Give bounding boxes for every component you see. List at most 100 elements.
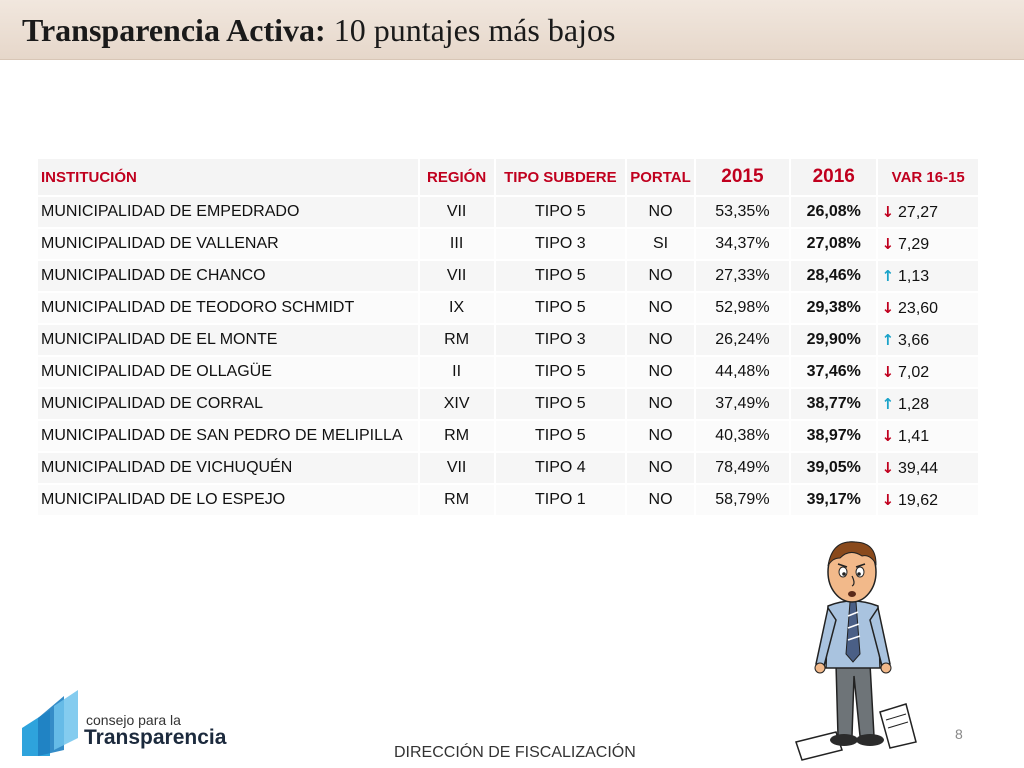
table-row: MUNICIPALIDAD DE CORRAL XIV TIPO 5 NO 37,49%… [38,389,978,419]
cell-institucion: MUNICIPALIDAD DE OLLAGÜE [38,357,418,387]
cell-tipo-subdere: TIPO 3 [495,325,626,355]
cell-var: ↓ 23,60 [878,293,978,323]
arrow-down-icon: ↓ [881,298,895,317]
cell-2016: 29,38% [791,293,877,323]
cell-2015: 44,48% [695,357,790,387]
var-value: 39,44 [898,459,939,477]
cell-var: ↓ 27,27 [878,197,978,227]
page-number: 8 [955,726,963,742]
cell-tipo-subdere: TIPO 5 [495,197,626,227]
cell-region: VII [419,197,494,227]
arrow-up-icon: ↑ [881,330,895,349]
arrow-up-icon: ↑ [881,394,895,413]
cell-2016: 38,77% [791,389,877,419]
header-institucion: INSTITUCIÓN [38,159,418,195]
table-row: MUNICIPALIDAD DE LO ESPEJO RM TIPO 1 NO 58,7… [38,485,978,515]
cell-region: RM [419,485,494,515]
page-title-bold: Transparencia Activa: [22,12,326,48]
cell-institucion: MUNICIPALIDAD DE CORRAL [38,389,418,419]
table-header-row: INSTITUCIÓN REGIÓN TIPO SUBDERE PORTAL 2… [38,159,978,195]
var-value: 1,13 [898,267,930,285]
cell-tipo-subdere: TIPO 5 [495,293,626,323]
cell-portal: NO [627,485,694,515]
var-value: 3,66 [898,331,930,349]
var-value: 1,41 [898,427,930,445]
cell-portal: NO [627,261,694,291]
var-value: 1,28 [898,395,930,413]
arrow-up-icon: ↑ [881,266,895,285]
cell-institucion: MUNICIPALIDAD DE CHANCO [38,261,418,291]
cell-tipo-subdere: TIPO 3 [495,229,626,259]
header-var: VAR 16-15 [878,159,978,195]
cell-2016: 28,46% [791,261,877,291]
cell-2016: 39,05% [791,453,877,483]
cell-var: ↓ 19,62 [878,485,978,515]
var-value: 23,60 [898,299,939,317]
cell-portal: NO [627,197,694,227]
arrow-down-icon: ↓ [881,426,895,445]
cell-2016: 39,17% [791,485,877,515]
cell-2015: 40,38% [695,421,790,451]
var-value: 27,27 [898,203,939,221]
arrow-down-icon: ↓ [881,234,895,253]
page-title: Transparencia Activa: 10 puntajes más ba… [22,12,615,49]
cell-institucion: MUNICIPALIDAD DE LO ESPEJO [38,485,418,515]
cell-2015: 78,49% [695,453,790,483]
page-title-rest: 10 puntajes más bajos [325,12,616,48]
arrow-down-icon: ↓ [881,490,895,509]
cell-tipo-subdere: TIPO 4 [495,453,626,483]
table-body: MUNICIPALIDAD DE EMPEDRADO VII TIPO 5 NO 53,… [38,197,978,515]
cell-2015: 52,98% [695,293,790,323]
cell-portal: NO [627,325,694,355]
var-value: 19,62 [898,491,939,509]
header-2016: 2016 [791,159,877,195]
cell-2015: 27,33% [695,261,790,291]
cell-2015: 34,37% [695,229,790,259]
cell-portal: NO [627,389,694,419]
cell-portal: NO [627,293,694,323]
cplt-logo-mark [22,690,78,756]
title-bar: Transparencia Activa: 10 puntajes más ba… [0,0,1024,60]
cell-var: ↓ 7,29 [878,229,978,259]
cell-var: ↑ 3,66 [878,325,978,355]
header-region: REGIÓN [419,159,494,195]
cell-2016: 37,46% [791,357,877,387]
cell-2015: 37,49% [695,389,790,419]
cell-institucion: MUNICIPALIDAD DE TEODORO SCHMIDT [38,293,418,323]
arrow-down-icon: ↓ [881,458,895,477]
cell-2016: 26,08% [791,197,877,227]
cell-var: ↓ 7,02 [878,357,978,387]
arrow-down-icon: ↓ [881,202,895,221]
table-row: MUNICIPALIDAD DE TEODORO SCHMIDT IX TIPO 5… [38,293,978,323]
cell-tipo-subdere: TIPO 5 [495,261,626,291]
cell-portal: NO [627,421,694,451]
header-tipo-subdere: TIPO SUBDERE [495,159,626,195]
footer-text: DIRECCIÓN DE FISCALIZACIÓN [394,744,636,761]
var-value: 7,29 [898,235,930,253]
cell-region: RM [419,325,494,355]
cell-tipo-subdere: TIPO 1 [495,485,626,515]
cell-tipo-subdere: TIPO 5 [495,421,626,451]
cell-var: ↓ 1,41 [878,421,978,451]
cplt-logo [20,688,220,758]
cell-2016: 38,97% [791,421,877,451]
cell-institucion: MUNICIPALIDAD DE VALLENAR [38,229,418,259]
table-row: MUNICIPALIDAD DE EMPEDRADO VII TIPO 5 NO 53,… [38,197,978,227]
worried-man-illustration [780,536,930,766]
logo-text-small: consejo para la [86,712,181,728]
cell-institucion: MUNICIPALIDAD DE EL MONTE [38,325,418,355]
cell-2016: 27,08% [791,229,877,259]
header-2015: 2015 [695,159,790,195]
table-row: MUNICIPALIDAD DE VALLENAR III TIPO 3 SI 34,3… [38,229,978,259]
cell-region: VII [419,453,494,483]
cell-var: ↑ 1,28 [878,389,978,419]
scores-table: INSTITUCIÓN REGIÓN TIPO SUBDERE PORTAL 2… [36,157,980,517]
cell-tipo-subdere: TIPO 5 [495,357,626,387]
cell-region: III [419,229,494,259]
cell-2015: 53,35% [695,197,790,227]
worried-man-svg [795,541,917,761]
cell-institucion: MUNICIPALIDAD DE SAN PEDRO DE MELIPILLA [38,421,418,451]
table-row: MUNICIPALIDAD DE SAN PEDRO DE MELIPILLA R… [38,421,978,451]
cell-region: II [419,357,494,387]
arrow-down-icon: ↓ [881,362,895,381]
